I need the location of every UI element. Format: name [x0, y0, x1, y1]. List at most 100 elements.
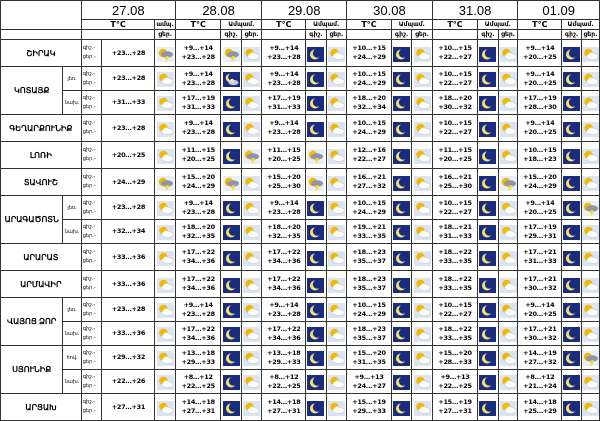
- weather-icon-cell: [240, 39, 263, 67]
- night-temperature: +18…+20: [352, 93, 386, 102]
- day-temperature: +20…+25: [523, 78, 557, 87]
- night-temperature: +18…+23: [352, 275, 386, 283]
- day-temperature: +24…+29: [352, 78, 386, 87]
- partly-cloudy-day-icon: [156, 277, 174, 293]
- temperature-range: +13…+18 +29…+33: [261, 345, 307, 370]
- weather-icon-cell: [477, 369, 499, 394]
- thunderstorm-icon: [156, 175, 174, 191]
- moon-icon: [393, 96, 411, 111]
- night-temperature: +17…+22: [181, 248, 215, 256]
- partly-cloudy-day-icon: [582, 96, 599, 111]
- region-name: ԱՐՑԱԽ: [0, 393, 82, 421]
- weather-icon-cell: [154, 66, 176, 91]
- night-temperature: +10…+15: [352, 44, 386, 52]
- temperature-range: +9…+14 +23…+28: [174, 114, 222, 142]
- temperature-range: +9…+14 +23…+28: [261, 297, 307, 322]
- day-temperature: +28…+30: [523, 102, 557, 111]
- weather-icon-cell: [220, 243, 242, 271]
- partly-cloudy-day-icon: [582, 175, 599, 191]
- weather-icon-cell: [325, 168, 348, 196]
- temperature-range: +15…+20 +31…+35: [346, 345, 392, 370]
- temperature-range: +18…+20 +32…+34: [346, 90, 392, 115]
- partly-cloudy-day-icon: [413, 250, 431, 266]
- night-label: գիշ.-: [82, 199, 96, 206]
- day-label: ցեր.: [240, 29, 263, 40]
- temperature-range: +15…+20 +24…+29: [174, 168, 222, 196]
- weather-icon-cell: [240, 345, 263, 370]
- day-temperature: +33…+35: [352, 231, 386, 240]
- day-temperature: +27…+31: [181, 407, 215, 415]
- weather-icon-cell: [411, 393, 433, 421]
- partly-cloudy-day-icon: [243, 201, 261, 216]
- night-day-label: գիշ.- ցեր.-: [80, 321, 103, 346]
- temperature-range: +17…+22 +34…+36: [174, 243, 222, 271]
- temperature-range: +14…+18 +25…+29: [517, 393, 563, 421]
- spacer: [517, 29, 563, 40]
- subregion-label: նախ.: [62, 369, 82, 394]
- moon-icon: [563, 277, 581, 293]
- temperature-range: +15…+20 +25…+30: [261, 168, 307, 196]
- night-temperature: +18…+22: [438, 324, 472, 333]
- weather-icon-cell: [240, 66, 263, 91]
- day-label: ցեր.: [411, 29, 433, 40]
- weather-icon-cell: [390, 297, 413, 322]
- day-temperature: +31…+33: [181, 102, 215, 111]
- partly-cloudy-day-icon: [243, 225, 261, 240]
- night-temperature: +14…+18: [523, 398, 557, 406]
- weather-icon-cell: [561, 321, 582, 346]
- night-temperature: +11…+15: [267, 146, 301, 154]
- partly-cloudy-day-icon: [582, 327, 599, 342]
- moon-icon: [563, 375, 581, 390]
- moon-icon: [307, 277, 325, 293]
- weather-icon-cell: [411, 270, 433, 298]
- night-label: գիշ.-: [82, 223, 96, 230]
- partly-cloudy-day-icon: [156, 351, 174, 366]
- day-temperature: +20…+25: [523, 53, 557, 61]
- partly-cloudy-day-icon: [582, 375, 599, 390]
- day-temperature: +22…+27: [438, 309, 472, 318]
- night-label: գիշ.-: [82, 147, 96, 153]
- partly-cloudy-day-icon: [243, 175, 261, 191]
- night-temperature: +10…+15: [352, 119, 386, 127]
- weather-icon-cell: [580, 321, 600, 346]
- night-label: գիշ.: [561, 29, 582, 40]
- day-temperature: +22…+25: [181, 381, 215, 390]
- night-day-label: գիշ.- ցեր.-: [80, 369, 103, 394]
- partly-cloudy-day-icon: [327, 277, 345, 293]
- weather-icon-cell: [477, 321, 499, 346]
- day-temperature: +29…+33: [352, 407, 386, 415]
- day-temperature: +32…+35: [181, 231, 215, 240]
- partly-cloudy-day-icon: [499, 303, 517, 318]
- weather-icon-cell: [580, 66, 600, 91]
- partly-cloudy-day-icon: [499, 72, 517, 87]
- night-temperature: +18…+20: [438, 93, 472, 102]
- weather-icon-cell: [390, 195, 413, 220]
- day-temperature: +20…+25: [438, 155, 472, 163]
- weather-icon-cell: [561, 141, 582, 169]
- night-temperature: +10…+15: [438, 119, 472, 127]
- weather-icon-cell: [411, 243, 433, 271]
- night-day-label: գիշ.- ցեր.-: [80, 195, 103, 220]
- day-temperature: +20…+25: [181, 155, 215, 163]
- moon-icon: [479, 225, 497, 240]
- day-label: ցեր.-: [82, 334, 96, 341]
- moon-icon: [479, 72, 497, 87]
- partly-cloudy-day-icon: [499, 96, 517, 111]
- night-temperature: +9…+13: [440, 372, 470, 381]
- date-header: 29.08: [261, 0, 348, 20]
- partly-cloudy-day-icon: [582, 121, 599, 137]
- moon-icon: [479, 46, 497, 62]
- weather-icon-cell: [325, 195, 348, 220]
- temperature-range: +10…+15 +24…+29: [346, 66, 392, 91]
- weather-icon-cell: [477, 141, 499, 169]
- day-temperature: +23…+28: [267, 128, 301, 136]
- weather-icon-cell: [411, 195, 433, 220]
- moon-icon: [393, 121, 411, 137]
- weather-icon-cell: [561, 270, 582, 298]
- partly-cloudy-day-icon: [413, 327, 431, 342]
- day-temperature: +23…+28: [181, 309, 215, 318]
- region-name: ԱՐՄԱՎԻՐ: [0, 270, 82, 298]
- thunderstorm-icon: [222, 46, 240, 62]
- weather-icon-cell: [325, 114, 348, 142]
